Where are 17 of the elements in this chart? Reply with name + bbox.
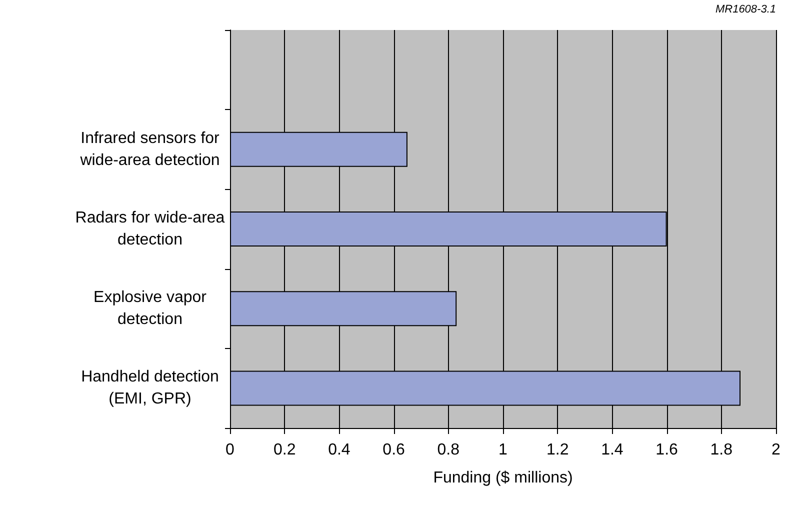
x-tick-label: 1.4 bbox=[601, 442, 624, 458]
x-tick-label: 0.8 bbox=[437, 442, 460, 458]
x-tick-label: 1.2 bbox=[546, 442, 569, 458]
y-tick-label: Explosive vapor detection bbox=[94, 289, 208, 328]
x-tick-label: 1.6 bbox=[656, 442, 678, 458]
x-tick-label: 2 bbox=[772, 442, 781, 458]
x-axis-title: Funding ($ millions) bbox=[433, 470, 573, 486]
x-tick-label: 0 bbox=[226, 442, 235, 458]
x-tick-label: 1.8 bbox=[710, 442, 733, 458]
y-tick-label: Handheld detection (EMI, GPR) bbox=[81, 368, 219, 408]
x-tick-label: 0.2 bbox=[273, 442, 296, 458]
x-tick-label: 1 bbox=[498, 442, 508, 458]
y-tick-label: Infrared sensors for wide-area detection bbox=[79, 130, 220, 169]
text: MR1608-3.1 bbox=[715, 4, 776, 16]
y-tick-label: Radars for wide-area detection bbox=[75, 210, 225, 248]
x-tick-label: 0.6 bbox=[382, 442, 406, 458]
x-tick-label: 0.4 bbox=[328, 442, 350, 458]
